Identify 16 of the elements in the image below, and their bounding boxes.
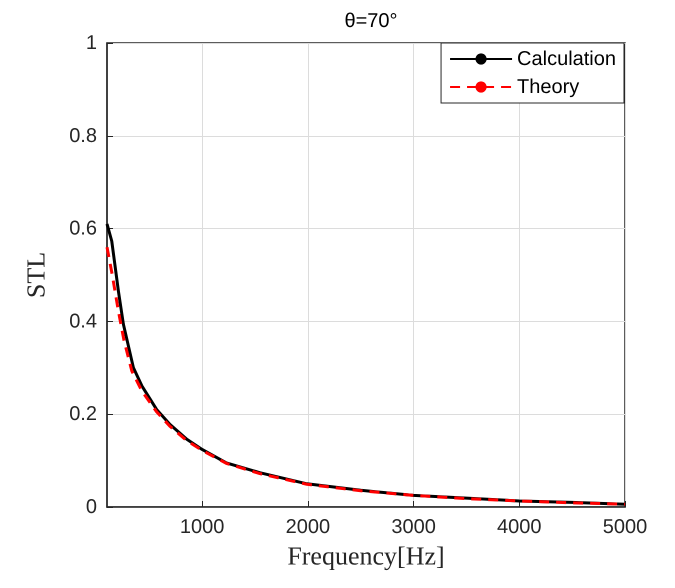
- legend-label: Calculation: [517, 48, 616, 70]
- y-tick-label: 0.6: [69, 218, 97, 240]
- y-axis-title: STL: [22, 252, 50, 298]
- y-tick-label: 0.8: [69, 124, 97, 147]
- y-tick-label: 1: [86, 32, 97, 54]
- legend-label: Theory: [517, 76, 580, 98]
- x-tick-label: 5000: [602, 516, 648, 538]
- chart-title: θ=70°: [344, 10, 398, 32]
- x-tick-label: 1000: [180, 516, 224, 538]
- y-tick-label: 0.4: [69, 310, 97, 332]
- x-tick-label: 3000: [391, 516, 436, 538]
- x-tick-label: 4000: [497, 516, 542, 538]
- y-tick-label: 0: [86, 496, 97, 518]
- x-axis-title: Frequency[Hz]: [287, 542, 445, 570]
- x-tick-label: 2000: [286, 516, 330, 538]
- y-tick-label: 0.2: [69, 403, 97, 426]
